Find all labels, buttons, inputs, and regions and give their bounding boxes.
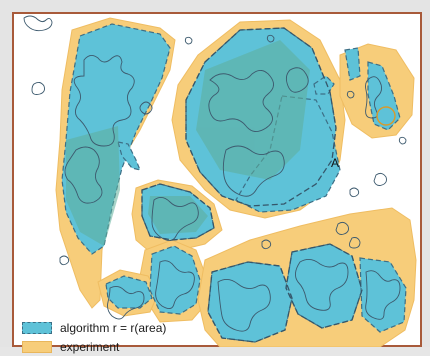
contour-outlines bbox=[23, 15, 407, 332]
overlap-regions bbox=[66, 40, 310, 246]
algorithm-region-bottom-right-3 bbox=[359, 257, 407, 333]
algorithm-region-mid-lower bbox=[149, 245, 201, 315]
algorithm-region-bottom-small bbox=[105, 275, 153, 309]
region-map bbox=[23, 15, 417, 347]
algorithm-region-bottom-right-1 bbox=[207, 261, 293, 343]
algorithm-region-right-b bbox=[367, 61, 401, 131]
legend-label-algorithm: algorithm r = r(area) bbox=[60, 320, 167, 335]
legend: algorithm r = r(area) experiment bbox=[22, 318, 166, 356]
algorithm-boundaries bbox=[141, 27, 363, 343]
legend-swatch-algorithm bbox=[22, 321, 52, 334]
algorithm-region-leaf bbox=[117, 141, 141, 171]
algorithm-region-right-a bbox=[344, 47, 361, 81]
point-label-a: A bbox=[331, 156, 340, 170]
marker-circle bbox=[376, 106, 396, 126]
legend-item-algorithm: algorithm r = r(area) bbox=[22, 318, 166, 337]
